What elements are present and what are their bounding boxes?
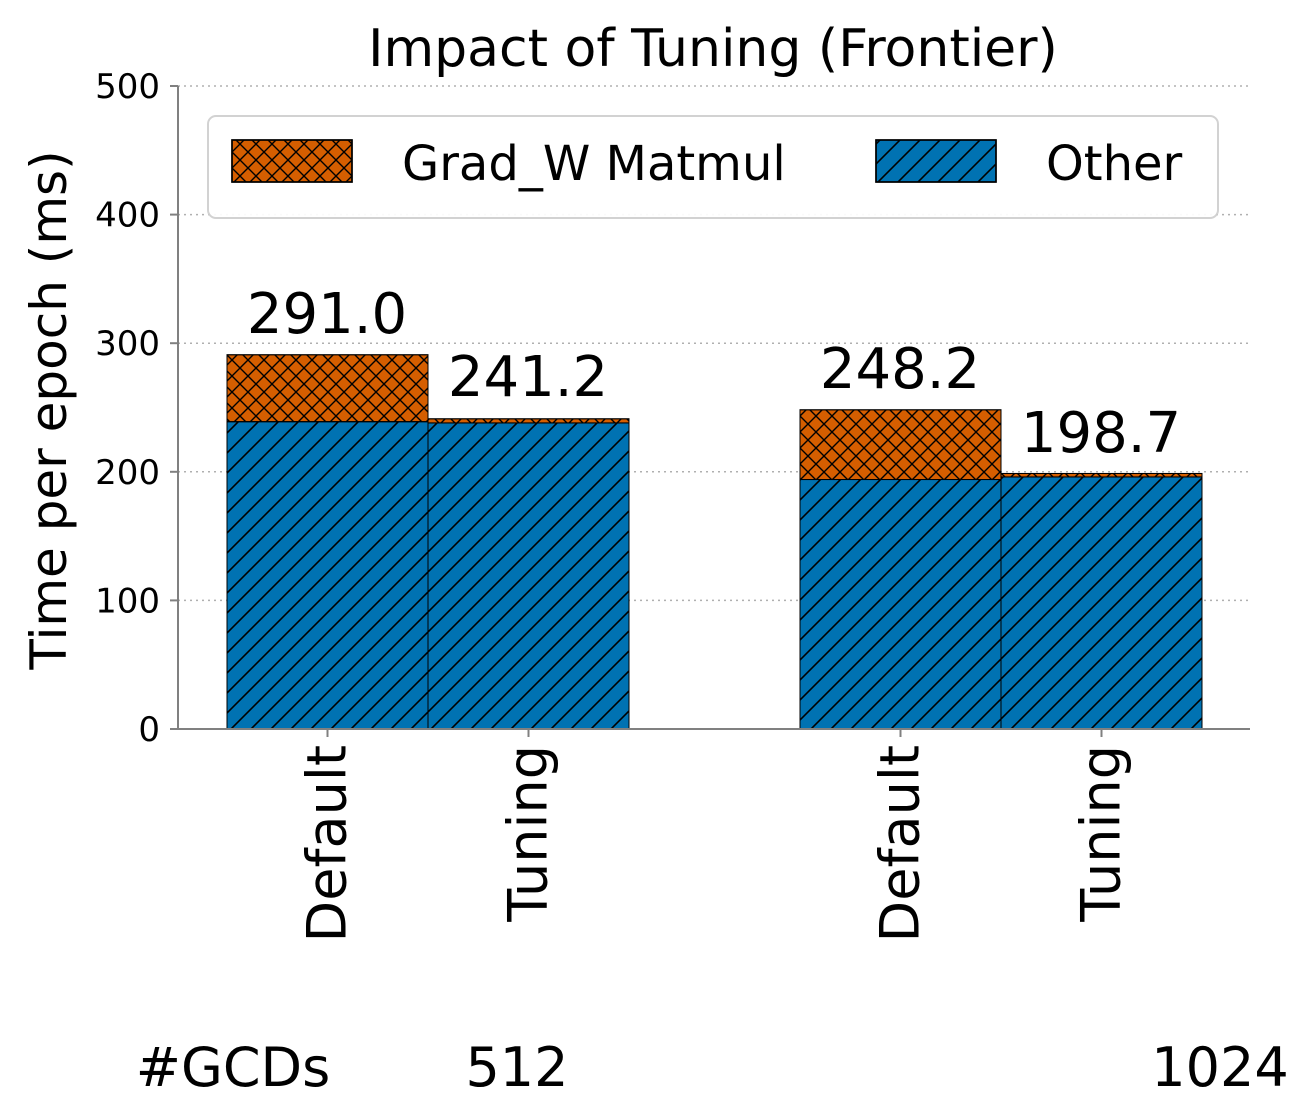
x-tick-label: Default <box>296 745 359 942</box>
legend-swatch-other-hatch <box>875 139 997 183</box>
x-tick-label: Default <box>869 745 932 942</box>
legend-label-other: Other <box>1046 136 1183 192</box>
total-labels: 291.0 241.2 248.2 198.7 <box>247 282 1181 466</box>
x-tick-label: Tuning <box>497 745 560 923</box>
y-axis-label: Time per epoch (ms) <box>20 150 78 670</box>
y-tick-label: 200 <box>95 453 160 493</box>
bars <box>226 354 1203 730</box>
legend: Grad_W Matmul Other <box>207 115 1219 219</box>
y-tick-label: 300 <box>95 324 160 364</box>
group-label-512: 512 <box>465 1036 568 1099</box>
total-label: 241.2 <box>448 345 608 410</box>
bar-grad-w-matmul-hatch <box>1000 472 1203 478</box>
bar-other-hatch <box>1000 476 1203 730</box>
y-tick-label: 400 <box>95 196 160 236</box>
bar-grad-w-matmul-hatch <box>427 418 630 424</box>
bar-grad-w-matmul-hatch <box>799 409 1002 481</box>
y-tick-label: 0 <box>138 710 160 750</box>
total-label: 198.7 <box>1021 401 1181 466</box>
bar-other-hatch <box>427 422 630 730</box>
x-tick-labels: Default Tuning Default Tuning <box>296 729 1133 942</box>
legend-swatch-grad-w-matmul-hatch <box>231 139 353 183</box>
total-label: 291.0 <box>247 282 407 347</box>
total-label: 248.2 <box>820 337 980 402</box>
bar-other-hatch <box>226 421 429 730</box>
group-label-1024: 1024 <box>1151 1036 1288 1099</box>
x-tick-label: Tuning <box>1070 745 1133 923</box>
chart-title: Impact of Tuning (Frontier) <box>368 19 1058 79</box>
bar-other-hatch <box>799 479 1002 730</box>
group-axis-label: #GCDs <box>136 1036 331 1099</box>
y-ticks: 0 100 200 300 400 500 <box>95 67 178 750</box>
y-tick-label: 100 <box>95 581 160 621</box>
y-tick-label: 500 <box>95 67 160 107</box>
legend-label-grad-w-matmul: Grad_W Matmul <box>402 136 786 192</box>
bar-grad-w-matmul-hatch <box>226 354 429 423</box>
